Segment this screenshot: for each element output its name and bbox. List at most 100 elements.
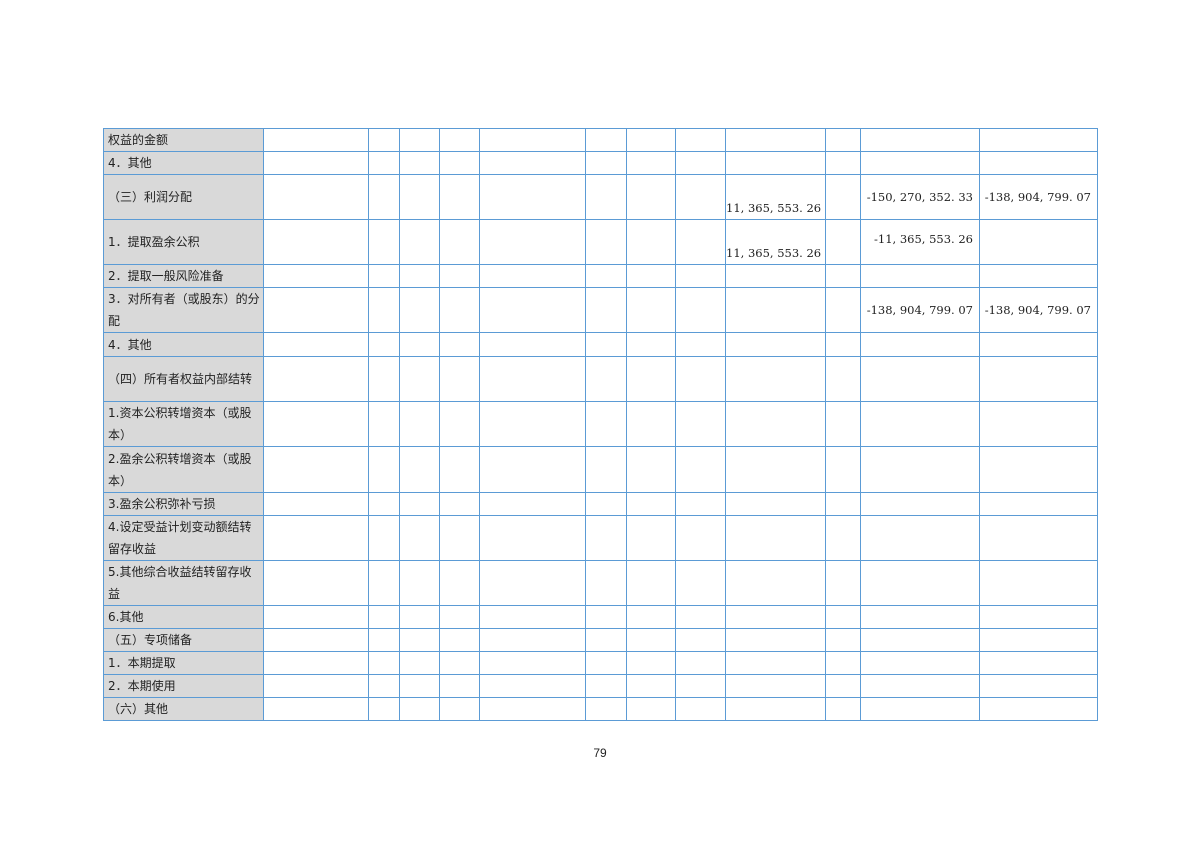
row-label: 3．对所有者（或股东）的分配 [103, 287, 264, 333]
table-cell [825, 515, 861, 561]
table-cell [585, 174, 627, 220]
table-cell [725, 605, 826, 629]
table-cell [585, 697, 627, 721]
table-cell [860, 492, 980, 516]
table-cell [860, 356, 980, 402]
table-cell [585, 446, 627, 493]
row-label: （三）利润分配 [103, 174, 264, 220]
equity-changes-table: 权益的金额 4．其他 （三）利润分配 11, 365, 553. 26 -150, 27… [103, 128, 1098, 721]
table-cell [675, 219, 726, 265]
table-cell [825, 628, 861, 652]
table-cell [979, 219, 1098, 265]
table-cell [439, 674, 480, 698]
table-row: 4．其他 [103, 332, 1098, 357]
table-cell [263, 219, 369, 265]
table-cell [399, 287, 440, 333]
table-cell [979, 401, 1098, 447]
row-label: 1.资本公积转增资本（或股本） [103, 401, 264, 447]
table-cell [439, 264, 480, 288]
table-cell [439, 287, 480, 333]
table-cell [479, 151, 586, 175]
table-cell [479, 628, 586, 652]
table-cell [479, 605, 586, 629]
table-row: 2.盈余公积转增资本（或股本） [103, 446, 1098, 493]
table-cell: -11, 365, 553. 26 [860, 219, 980, 265]
table-cell: 11, 365, 553. 26 [725, 174, 826, 220]
table-row: 6.其他 [103, 605, 1098, 629]
table-cell [860, 151, 980, 175]
table-cell [263, 560, 369, 606]
page-number: 79 [593, 746, 607, 760]
table-cell [585, 674, 627, 698]
row-label: （六）其他 [103, 697, 264, 721]
table-cell [263, 515, 369, 561]
table-cell [626, 515, 676, 561]
table-cell [825, 674, 861, 698]
table-cell [439, 446, 480, 493]
table-cell [368, 264, 400, 288]
row-label: 3.盈余公积弥补亏损 [103, 492, 264, 516]
table-cell [585, 356, 627, 402]
table-cell [860, 605, 980, 629]
table-cell [725, 560, 826, 606]
table-cell [979, 151, 1098, 175]
table-row: 2．提取一般风险准备 [103, 264, 1098, 288]
table-cell [675, 605, 726, 629]
table-row: 4.设定受益计划变动额结转留存收益 [103, 515, 1098, 561]
table-cell [399, 332, 440, 357]
row-label: 2．本期使用 [103, 674, 264, 698]
table-cell [725, 264, 826, 288]
table-cell [368, 651, 400, 675]
table-cell [825, 605, 861, 629]
table-cell [825, 128, 861, 152]
table-cell [825, 174, 861, 220]
table-cell [399, 697, 440, 721]
table-cell [368, 174, 400, 220]
table-cell: -138, 904, 799. 07 [860, 287, 980, 333]
table-cell [368, 151, 400, 175]
table-cell [263, 697, 369, 721]
table-cell [675, 151, 726, 175]
table-cell [725, 674, 826, 698]
row-label: 1．提取盈余公积 [103, 219, 264, 265]
table-cell [585, 332, 627, 357]
table-cell [675, 515, 726, 561]
table-cell: -138, 904, 799. 07 [979, 287, 1098, 333]
table-cell [675, 264, 726, 288]
table-cell [585, 515, 627, 561]
table-cell [979, 492, 1098, 516]
table-cell: 11, 365, 553. 26 [725, 219, 826, 265]
table-cell [825, 219, 861, 265]
table-row: 3.盈余公积弥补亏损 [103, 492, 1098, 516]
table-cell [439, 697, 480, 721]
table-cell [439, 651, 480, 675]
table-cell [626, 356, 676, 402]
table-cell [399, 515, 440, 561]
table-cell [585, 151, 627, 175]
table-row: 1.资本公积转增资本（或股本） [103, 401, 1098, 447]
table-cell [263, 651, 369, 675]
table-cell [860, 264, 980, 288]
table-cell [439, 128, 480, 152]
table-cell [626, 674, 676, 698]
table-cell [979, 560, 1098, 606]
table-cell [399, 174, 440, 220]
table-row: 2．本期使用 [103, 674, 1098, 698]
table-cell [263, 174, 369, 220]
table-cell [399, 151, 440, 175]
table-cell [675, 332, 726, 357]
table-cell [368, 492, 400, 516]
table-cell [368, 605, 400, 629]
table-cell [825, 287, 861, 333]
table-cell [439, 356, 480, 402]
table-cell [825, 697, 861, 721]
row-label: 权益的金额 [103, 128, 264, 152]
table-cell [585, 651, 627, 675]
table-cell [399, 492, 440, 516]
table-cell [585, 492, 627, 516]
table-cell [368, 287, 400, 333]
table-cell [675, 401, 726, 447]
table-cell [439, 605, 480, 629]
table-cell [479, 287, 586, 333]
table-cell [725, 515, 826, 561]
